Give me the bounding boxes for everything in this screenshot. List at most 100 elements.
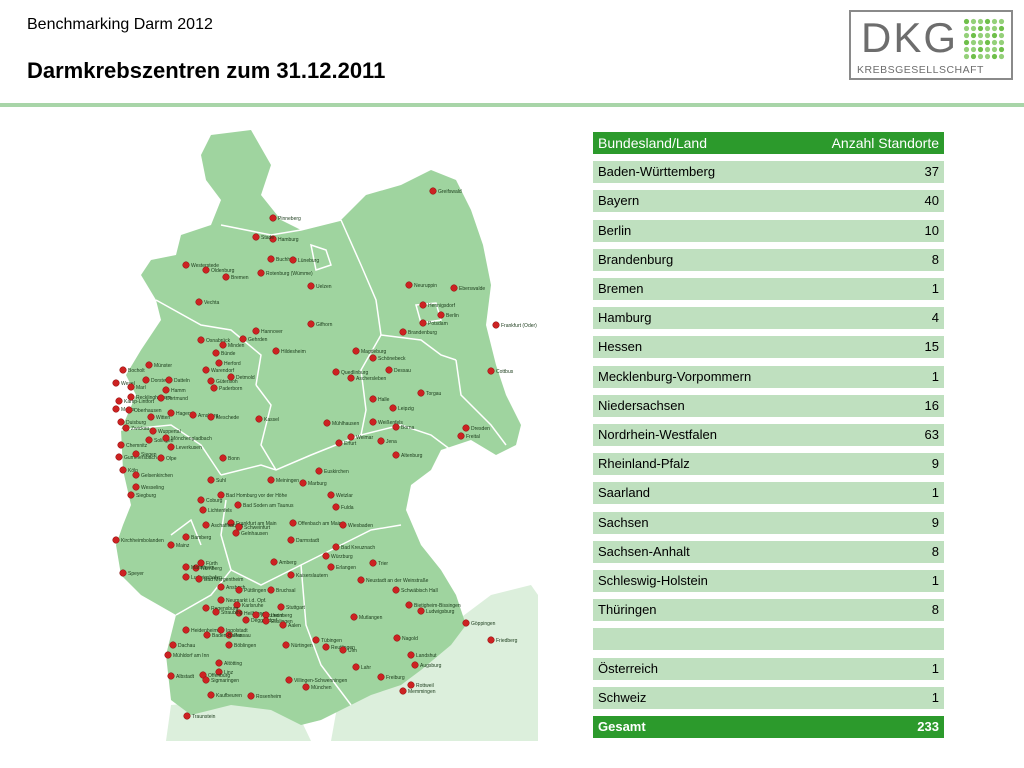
city-label: Paderborn — [219, 386, 243, 392]
city-label: Erlangen — [336, 565, 356, 571]
table-row: Mecklenburg-Vorpommern 1 — [593, 366, 944, 388]
city-marker — [207, 691, 215, 699]
city-label: Heidenheim — [191, 628, 218, 634]
table-row: Sachsen 9 — [593, 512, 944, 534]
logo-dot — [970, 18, 977, 25]
logo-dot — [991, 39, 998, 46]
city-marker — [399, 328, 407, 336]
city-marker — [437, 311, 445, 319]
city-marker — [203, 631, 211, 639]
header-bundesland: Bundesland/Land — [598, 135, 707, 151]
city-marker — [279, 621, 287, 629]
city-label: Rottweil — [416, 683, 434, 689]
table-total-row: Gesamt 233 — [593, 716, 944, 738]
city-marker — [127, 491, 135, 499]
city-label: Berlin — [446, 313, 459, 319]
city-marker — [302, 683, 310, 691]
row-label: Sachsen-Anhalt — [598, 544, 690, 559]
city-label: Hamburg — [278, 237, 299, 243]
city-label: Greifswald — [438, 189, 462, 195]
city-label: Gehrden — [248, 337, 268, 343]
city-label: Schweinfurt — [244, 525, 271, 531]
row-value: 9 — [931, 456, 939, 471]
city-label: Halle — [378, 397, 390, 403]
city-marker — [289, 519, 297, 527]
city-label: Coburg — [206, 498, 223, 504]
logo-dot — [998, 18, 1005, 25]
city-label: Münster — [154, 363, 172, 369]
city-marker — [199, 506, 207, 514]
city-label: Weißenfels — [378, 420, 403, 426]
city-marker — [417, 389, 425, 397]
city-marker — [352, 663, 360, 671]
city-marker — [457, 432, 465, 440]
city-label: Leonberg — [271, 613, 292, 619]
table-row: Rheinland-Pfalz 9 — [593, 453, 944, 475]
city-marker — [145, 436, 153, 444]
city-label: Potsdam — [428, 321, 448, 327]
logo-dot — [970, 53, 977, 60]
logo-dot — [963, 18, 970, 25]
row-label: Österreich — [598, 661, 658, 676]
city-marker — [393, 634, 401, 642]
logo-dot — [998, 32, 1005, 39]
city-label: Hildesheim — [281, 349, 306, 355]
city-label: Bad Mergentheim — [204, 577, 243, 583]
city-marker — [182, 563, 190, 571]
table-row: Hamburg 4 — [593, 307, 944, 329]
table-row: Nordrhein-Westfalen 63 — [593, 424, 944, 446]
logo-dot — [984, 39, 991, 46]
city-label: Gummersbach — [124, 455, 157, 461]
city-marker — [149, 427, 157, 435]
city-marker — [239, 335, 247, 343]
city-label: Karlsruhe — [242, 603, 264, 609]
city-label: Minden — [228, 343, 245, 349]
row-value: 9 — [931, 515, 939, 530]
row-value: 4 — [931, 310, 939, 325]
city-marker — [142, 376, 150, 384]
city-label: Straubing — [221, 610, 243, 616]
city-marker — [377, 437, 385, 445]
table-row: Hessen 15 — [593, 336, 944, 358]
city-label: Siegen — [141, 452, 157, 458]
city-marker — [411, 661, 419, 669]
city-marker — [167, 409, 175, 417]
city-marker — [407, 651, 415, 659]
row-value: 1 — [931, 485, 939, 500]
city-label: Pinneberg — [278, 216, 301, 222]
city-marker — [132, 450, 140, 458]
row-label: Nordrhein-Westfalen — [598, 427, 717, 442]
logo-dot — [998, 25, 1005, 32]
logo-letters: DKG — [861, 14, 959, 61]
city-marker — [112, 536, 120, 544]
city-label: Dresden — [471, 426, 490, 432]
city-marker — [270, 558, 278, 566]
city-marker — [115, 397, 123, 405]
city-label: Nagold — [402, 636, 418, 642]
logo-dot — [991, 18, 998, 25]
city-label: Fürth — [206, 561, 218, 567]
city-marker — [242, 616, 250, 624]
row-label: Thüringen — [598, 602, 657, 617]
city-marker — [157, 454, 165, 462]
logo-dot — [984, 46, 991, 53]
city-label: Siegburg — [136, 493, 156, 499]
city-label: Datteln — [174, 378, 190, 384]
city-label: Wuppertal — [158, 429, 181, 435]
city-marker — [182, 261, 190, 269]
row-value: 1 — [931, 369, 939, 384]
logo-dot — [970, 32, 977, 39]
city-label: Frankfurt am Main — [236, 521, 277, 527]
city-label: Tübingen — [321, 638, 342, 644]
city-label: Gifhorn — [316, 322, 333, 328]
logo-dot — [991, 46, 998, 53]
row-label: Schleswig-Holstein — [598, 573, 708, 588]
city-marker — [369, 354, 377, 362]
row-value: 8 — [931, 602, 939, 617]
city-label: Memmingen — [408, 689, 436, 695]
city-marker — [157, 394, 165, 402]
city-marker — [232, 529, 240, 537]
table-row: Brandenburg 8 — [593, 249, 944, 271]
city-label: Mainz — [176, 543, 190, 549]
logo-dot — [963, 32, 970, 39]
